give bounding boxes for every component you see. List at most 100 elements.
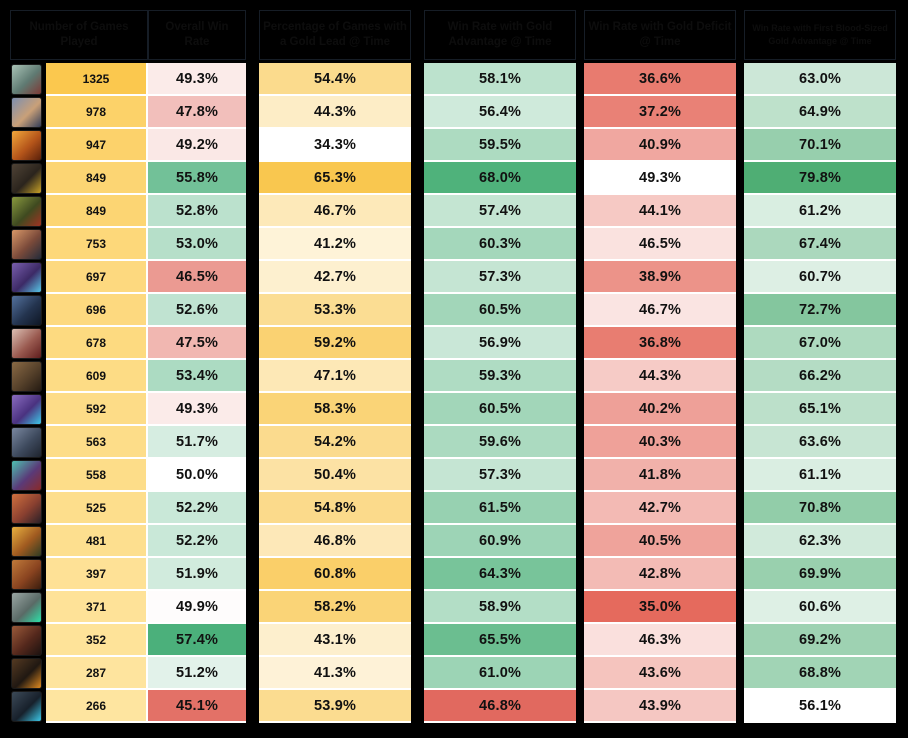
champion-icon: [10, 591, 46, 624]
champion-portrait-9: [11, 328, 42, 359]
cell-gold-lead-percentage: 47.1%: [259, 360, 411, 393]
cell-win-rate-gold-advantage: 56.9%: [424, 327, 576, 360]
champion-portrait-10: [11, 361, 42, 392]
cell-win-rate-gold-deficit: 38.9%: [584, 261, 736, 294]
cell-overall-win-rate: 51.7%: [148, 426, 246, 459]
champion-portrait-14: [11, 493, 42, 524]
cell-win-rate-first-blood: 79.8%: [744, 162, 896, 195]
champion-portrait-12: [11, 427, 42, 458]
cell-games-played: 609: [46, 360, 148, 393]
champion-icon: [10, 162, 46, 195]
cell-win-rate-gold-advantage: 60.5%: [424, 294, 576, 327]
cell-gold-lead-percentage: 58.2%: [259, 591, 411, 624]
champion-portrait-16: [11, 559, 42, 590]
cell-gold-lead-percentage: 53.3%: [259, 294, 411, 327]
cell-overall-win-rate: 46.5%: [148, 261, 246, 294]
cell-gold-lead-percentage: 54.4%: [259, 63, 411, 96]
cell-win-rate-gold-advantage: 57.3%: [424, 261, 576, 294]
cell-win-rate-gold-deficit: 46.7%: [584, 294, 736, 327]
cell-win-rate-gold-advantage: 58.9%: [424, 591, 576, 624]
champion-icon: [10, 558, 46, 591]
champion-icon: [10, 393, 46, 426]
champion-portrait-4: [11, 163, 42, 194]
header-gold-lead-percentage: Percentage of Games with a Gold Lead @ T…: [259, 10, 411, 60]
cell-overall-win-rate: 47.8%: [148, 96, 246, 129]
cell-overall-win-rate: 52.6%: [148, 294, 246, 327]
header-win-rate-first-blood: Win Rate with First Blood-Sized Gold Adv…: [744, 10, 896, 60]
cell-win-rate-gold-advantage: 59.6%: [424, 426, 576, 459]
cell-win-rate-gold-advantage: 57.4%: [424, 195, 576, 228]
cell-overall-win-rate: 52.2%: [148, 525, 246, 558]
cell-overall-win-rate: 51.2%: [148, 657, 246, 690]
cell-overall-win-rate: 50.0%: [148, 459, 246, 492]
cell-win-rate-first-blood: 67.0%: [744, 327, 896, 360]
cell-gold-lead-percentage: 50.4%: [259, 459, 411, 492]
cell-games-played: 678: [46, 327, 148, 360]
champion-icon: [10, 690, 46, 723]
cell-win-rate-gold-deficit: 42.7%: [584, 492, 736, 525]
cell-win-rate-gold-advantage: 64.3%: [424, 558, 576, 591]
cell-win-rate-first-blood: 56.1%: [744, 690, 896, 723]
cell-win-rate-first-blood: 60.7%: [744, 261, 896, 294]
cell-gold-lead-percentage: 46.8%: [259, 525, 411, 558]
cell-games-played: 947: [46, 129, 148, 162]
champion-portrait-3: [11, 130, 42, 161]
champion-portrait-1: [11, 64, 42, 95]
champion-icon: [10, 327, 46, 360]
cell-win-rate-first-blood: 69.2%: [744, 624, 896, 657]
cell-win-rate-gold-advantage: 61.0%: [424, 657, 576, 690]
cell-games-played: 352: [46, 624, 148, 657]
cell-gold-lead-percentage: 65.3%: [259, 162, 411, 195]
stats-table: Number of Games Played Overall Win Rate …: [10, 10, 896, 723]
champion-portrait-13: [11, 460, 42, 491]
cell-games-played: 1325: [46, 63, 148, 96]
cell-games-played: 287: [46, 657, 148, 690]
cell-gold-lead-percentage: 41.3%: [259, 657, 411, 690]
cell-win-rate-gold-advantage: 57.3%: [424, 459, 576, 492]
cell-overall-win-rate: 49.9%: [148, 591, 246, 624]
header-games-played: Number of Games Played: [10, 10, 148, 60]
cell-overall-win-rate: 53.0%: [148, 228, 246, 261]
cell-win-rate-first-blood: 67.4%: [744, 228, 896, 261]
cell-win-rate-gold-deficit: 46.3%: [584, 624, 736, 657]
cell-win-rate-first-blood: 64.9%: [744, 96, 896, 129]
cell-win-rate-gold-advantage: 60.3%: [424, 228, 576, 261]
cell-gold-lead-percentage: 46.7%: [259, 195, 411, 228]
cell-games-played: 397: [46, 558, 148, 591]
champion-icon: [10, 360, 46, 393]
cell-win-rate-first-blood: 65.1%: [744, 393, 896, 426]
cell-win-rate-gold-deficit: 40.2%: [584, 393, 736, 426]
cell-games-played: 371: [46, 591, 148, 624]
cell-win-rate-first-blood: 70.8%: [744, 492, 896, 525]
cell-win-rate-gold-advantage: 65.5%: [424, 624, 576, 657]
cell-games-played: 753: [46, 228, 148, 261]
cell-win-rate-gold-deficit: 44.3%: [584, 360, 736, 393]
cell-win-rate-gold-deficit: 40.3%: [584, 426, 736, 459]
cell-win-rate-gold-deficit: 40.9%: [584, 129, 736, 162]
cell-overall-win-rate: 52.8%: [148, 195, 246, 228]
cell-gold-lead-percentage: 53.9%: [259, 690, 411, 723]
champion-icon: [10, 261, 46, 294]
cell-win-rate-first-blood: 63.0%: [744, 63, 896, 96]
champion-icon: [10, 657, 46, 690]
cell-win-rate-first-blood: 66.2%: [744, 360, 896, 393]
cell-games-played: 592: [46, 393, 148, 426]
cell-games-played: 558: [46, 459, 148, 492]
cell-overall-win-rate: 51.9%: [148, 558, 246, 591]
champion-portrait-11: [11, 394, 42, 425]
cell-win-rate-gold-deficit: 40.5%: [584, 525, 736, 558]
champion-portrait-7: [11, 262, 42, 293]
champion-portrait-19: [11, 658, 42, 689]
cell-win-rate-gold-advantage: 58.1%: [424, 63, 576, 96]
champion-icon: [10, 294, 46, 327]
cell-games-played: 697: [46, 261, 148, 294]
cell-gold-lead-percentage: 34.3%: [259, 129, 411, 162]
cell-win-rate-gold-advantage: 56.4%: [424, 96, 576, 129]
cell-games-played: 563: [46, 426, 148, 459]
cell-games-played: 849: [46, 195, 148, 228]
cell-overall-win-rate: 47.5%: [148, 327, 246, 360]
cell-overall-win-rate: 52.2%: [148, 492, 246, 525]
champion-portrait-2: [11, 97, 42, 128]
cell-overall-win-rate: 55.8%: [148, 162, 246, 195]
cell-gold-lead-percentage: 43.1%: [259, 624, 411, 657]
